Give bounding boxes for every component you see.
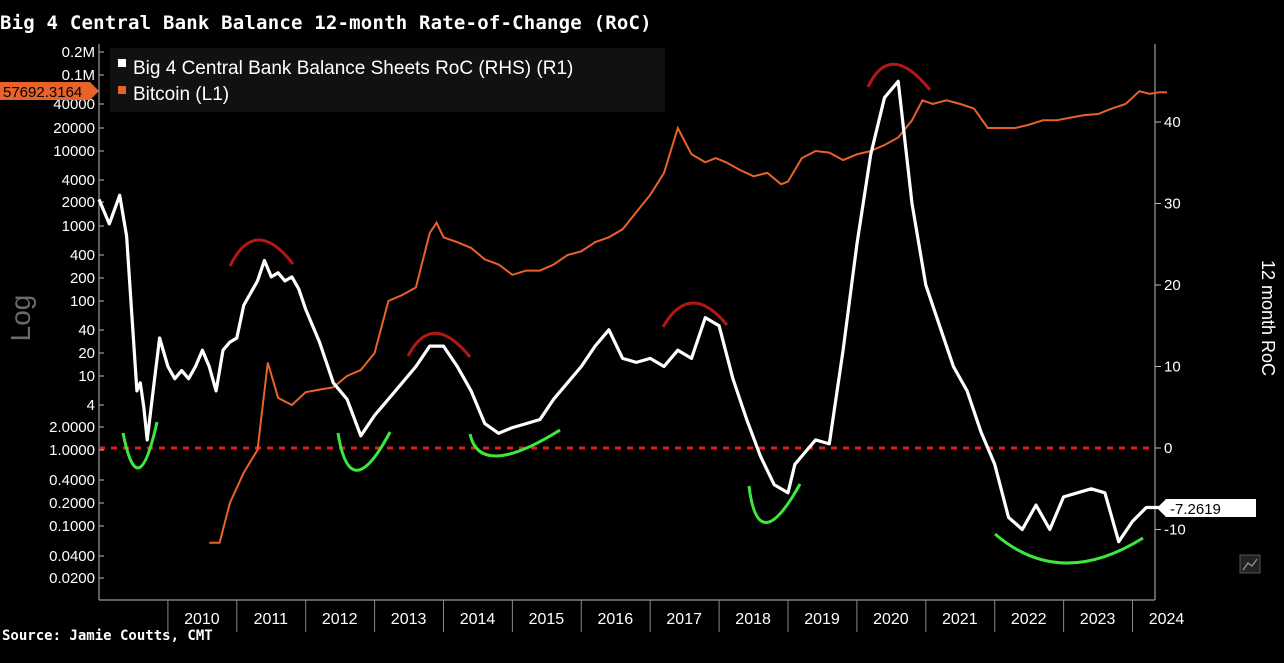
x-tick-label: 2013 <box>391 611 427 628</box>
annotations <box>121 62 1144 565</box>
svg-text:57692.3164: 57692.3164 <box>3 84 82 101</box>
legend: Big 4 Central Bank Balance Sheets RoC (R… <box>110 48 665 112</box>
peak-arc-2014 <box>406 331 472 358</box>
x-axis-ticks: 2010 2011 2012 2013 2014 2015 2016 2017 2018 2019… <box>167 600 1185 632</box>
x-tick-label: 2019 <box>804 611 840 628</box>
left-tick-label: 0.0200 <box>49 570 95 587</box>
left-tick-label: 0.1000 <box>49 518 95 535</box>
legend-swatch-bitcoin <box>118 86 126 94</box>
left-tick-label: 0.1M <box>62 67 95 84</box>
roc-line <box>97 79 1167 544</box>
x-tick-label: 2011 <box>254 611 289 628</box>
left-tick-label: 4 <box>87 397 95 414</box>
svg-text:-7.2619: -7.2619 <box>1170 501 1221 518</box>
left-tick-label: 100 <box>70 293 95 310</box>
x-tick-label: 2018 <box>735 611 771 628</box>
trough-arc-2010 <box>121 421 159 470</box>
right-axis-ticks: 40 30 20 10 0 -10 <box>1155 114 1186 539</box>
trough-arc-2013 <box>336 431 392 472</box>
left-tick-label: 10 <box>78 368 95 385</box>
right-tick-label: 40 <box>1164 114 1181 131</box>
x-tick-label: 2022 <box>1011 611 1047 628</box>
left-tick-label: 20 <box>78 345 95 362</box>
peak-arc-2017 <box>661 301 729 328</box>
trough-arc-2015 <box>468 428 561 458</box>
x-tick-label: 2014 <box>460 611 496 628</box>
left-tick-label: 1000 <box>62 218 95 235</box>
right-axis-title: 12 month RoC <box>1258 260 1278 376</box>
bitcoin-last-value-tag: 57692.3164 <box>0 82 99 101</box>
x-tick-label: 2023 <box>1080 611 1116 628</box>
left-tick-label: 0.4000 <box>49 472 95 489</box>
legend-label-roc: Big 4 Central Bank Balance Sheets RoC (R… <box>133 58 573 79</box>
trough-arc-2023 <box>994 532 1144 565</box>
right-tick-label: -10 <box>1164 522 1186 539</box>
left-tick-label: 40000 <box>53 96 95 113</box>
trough-arc-2019 <box>747 483 802 524</box>
left-axis-ticks: 0.2M 0.1M 40000 20000 10000 4000 2000 1000 400 20… <box>49 44 104 587</box>
bitcoin-line <box>209 90 1168 544</box>
left-tick-label: 1.0000 <box>49 442 95 459</box>
left-tick-label: 4000 <box>62 172 95 189</box>
legend-swatch-roc <box>118 59 126 67</box>
right-tick-label: 10 <box>1164 359 1181 376</box>
x-tick-label: 2021 <box>942 611 978 628</box>
left-tick-label: 200 <box>70 270 95 287</box>
chart-title: Big 4 Central Bank Balance 12-month Rate… <box>0 12 652 34</box>
left-axis-title: Log <box>5 295 36 342</box>
left-tick-label: 0.2M <box>62 44 95 61</box>
left-tick-label: 2000 <box>62 194 95 211</box>
source-note: Source: Jamie Coutts, CMT <box>2 628 213 644</box>
x-tick-label: 2010 <box>184 611 220 628</box>
right-tick-label: 20 <box>1164 277 1181 294</box>
legend-label-bitcoin: Bitcoin (L1) <box>133 84 229 105</box>
x-tick-label: 2020 <box>873 611 909 628</box>
left-tick-label: 400 <box>70 247 95 264</box>
legend-box <box>110 48 665 112</box>
right-tick-label: 0 <box>1164 440 1172 457</box>
peak-arc-2011 <box>228 238 295 267</box>
x-tick-label: 2024 <box>1149 611 1185 628</box>
left-tick-label: 10000 <box>53 143 95 160</box>
x-tick-label: 2015 <box>529 611 565 628</box>
right-tick-label: 30 <box>1164 196 1181 213</box>
left-tick-label: 0.0400 <box>49 548 95 565</box>
x-tick-label: 2012 <box>322 611 358 628</box>
roc-last-value-tag: -7.2619 <box>1157 499 1256 518</box>
peak-arc-2021 <box>866 62 932 91</box>
left-tick-label: 2.0000 <box>49 419 95 436</box>
x-tick-label: 2017 <box>666 611 702 628</box>
left-tick-label: 0.2000 <box>49 495 95 512</box>
x-tick-label: 2016 <box>598 611 634 628</box>
left-tick-label: 40 <box>78 322 95 339</box>
chart-type-icon[interactable] <box>1239 554 1261 574</box>
left-tick-label: 20000 <box>53 120 95 137</box>
